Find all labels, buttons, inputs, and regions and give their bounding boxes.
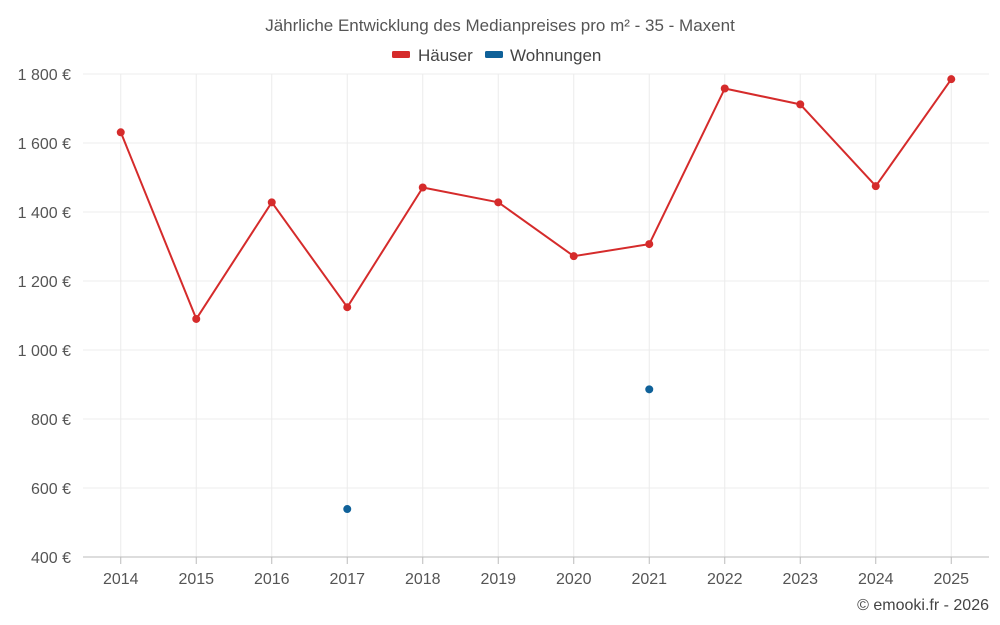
y-tick-label: 800 € — [31, 412, 71, 429]
legend-label-haeuser: Häuser — [418, 46, 473, 65]
series-layer — [116, 75, 956, 514]
x-tick-label: 2014 — [103, 571, 139, 588]
data-point[interactable] — [645, 385, 654, 394]
grid — [83, 73, 989, 557]
data-point[interactable] — [418, 183, 427, 192]
x-tick-label: 2015 — [178, 571, 214, 588]
axes: 400 € 600 € 800 € 1 000 € 1 200 € 1 400 € 1 60… — [18, 67, 989, 588]
credit-text: © emooki.fr - 2026 — [857, 597, 989, 614]
data-point[interactable] — [494, 198, 503, 207]
x-tick-label: 2024 — [858, 571, 894, 588]
data-point[interactable] — [569, 252, 578, 261]
data-point[interactable] — [343, 303, 352, 312]
y-tick-label: 1 600 € — [18, 136, 71, 153]
x-tick-label: 2025 — [933, 571, 969, 588]
x-tick-label: 2023 — [782, 571, 818, 588]
data-point[interactable] — [116, 128, 125, 137]
x-tick-label: 2019 — [480, 571, 516, 588]
data-point[interactable] — [947, 75, 956, 84]
y-tick-label: 1 400 € — [18, 205, 71, 222]
legend-item-haeuser[interactable]: Häuser — [392, 46, 473, 65]
y-tick-label: 1 000 € — [18, 343, 71, 360]
x-tick-label: 2017 — [329, 571, 365, 588]
x-tick-label: 2021 — [631, 571, 667, 588]
data-point[interactable] — [192, 314, 201, 323]
data-point[interactable] — [267, 198, 276, 207]
legend-item-wohnungen[interactable]: Wohnungen — [485, 46, 601, 65]
legend-swatch-wohnungen — [485, 51, 503, 58]
x-tick-label: 2018 — [405, 571, 441, 588]
y-tick-label: 600 € — [31, 481, 71, 498]
data-point[interactable] — [343, 505, 352, 514]
y-tick-label: 400 € — [31, 550, 71, 567]
data-point[interactable] — [871, 182, 880, 191]
data-point[interactable] — [796, 100, 805, 109]
chart-title: Jährliche Entwicklung des Medianpreises … — [265, 16, 735, 35]
series-line-0 — [119, 78, 953, 320]
legend: Häuser Wohnungen — [392, 46, 601, 65]
legend-label-wohnungen: Wohnungen — [510, 46, 601, 65]
x-tick-label: 2020 — [556, 571, 592, 588]
y-tick-label: 1 200 € — [18, 274, 71, 291]
y-tick-label: 1 800 € — [18, 67, 71, 84]
data-point[interactable] — [720, 84, 729, 93]
x-tick-label: 2022 — [707, 571, 743, 588]
x-tick-label: 2016 — [254, 571, 290, 588]
legend-swatch-haeuser — [392, 51, 410, 58]
data-point[interactable] — [645, 240, 654, 249]
